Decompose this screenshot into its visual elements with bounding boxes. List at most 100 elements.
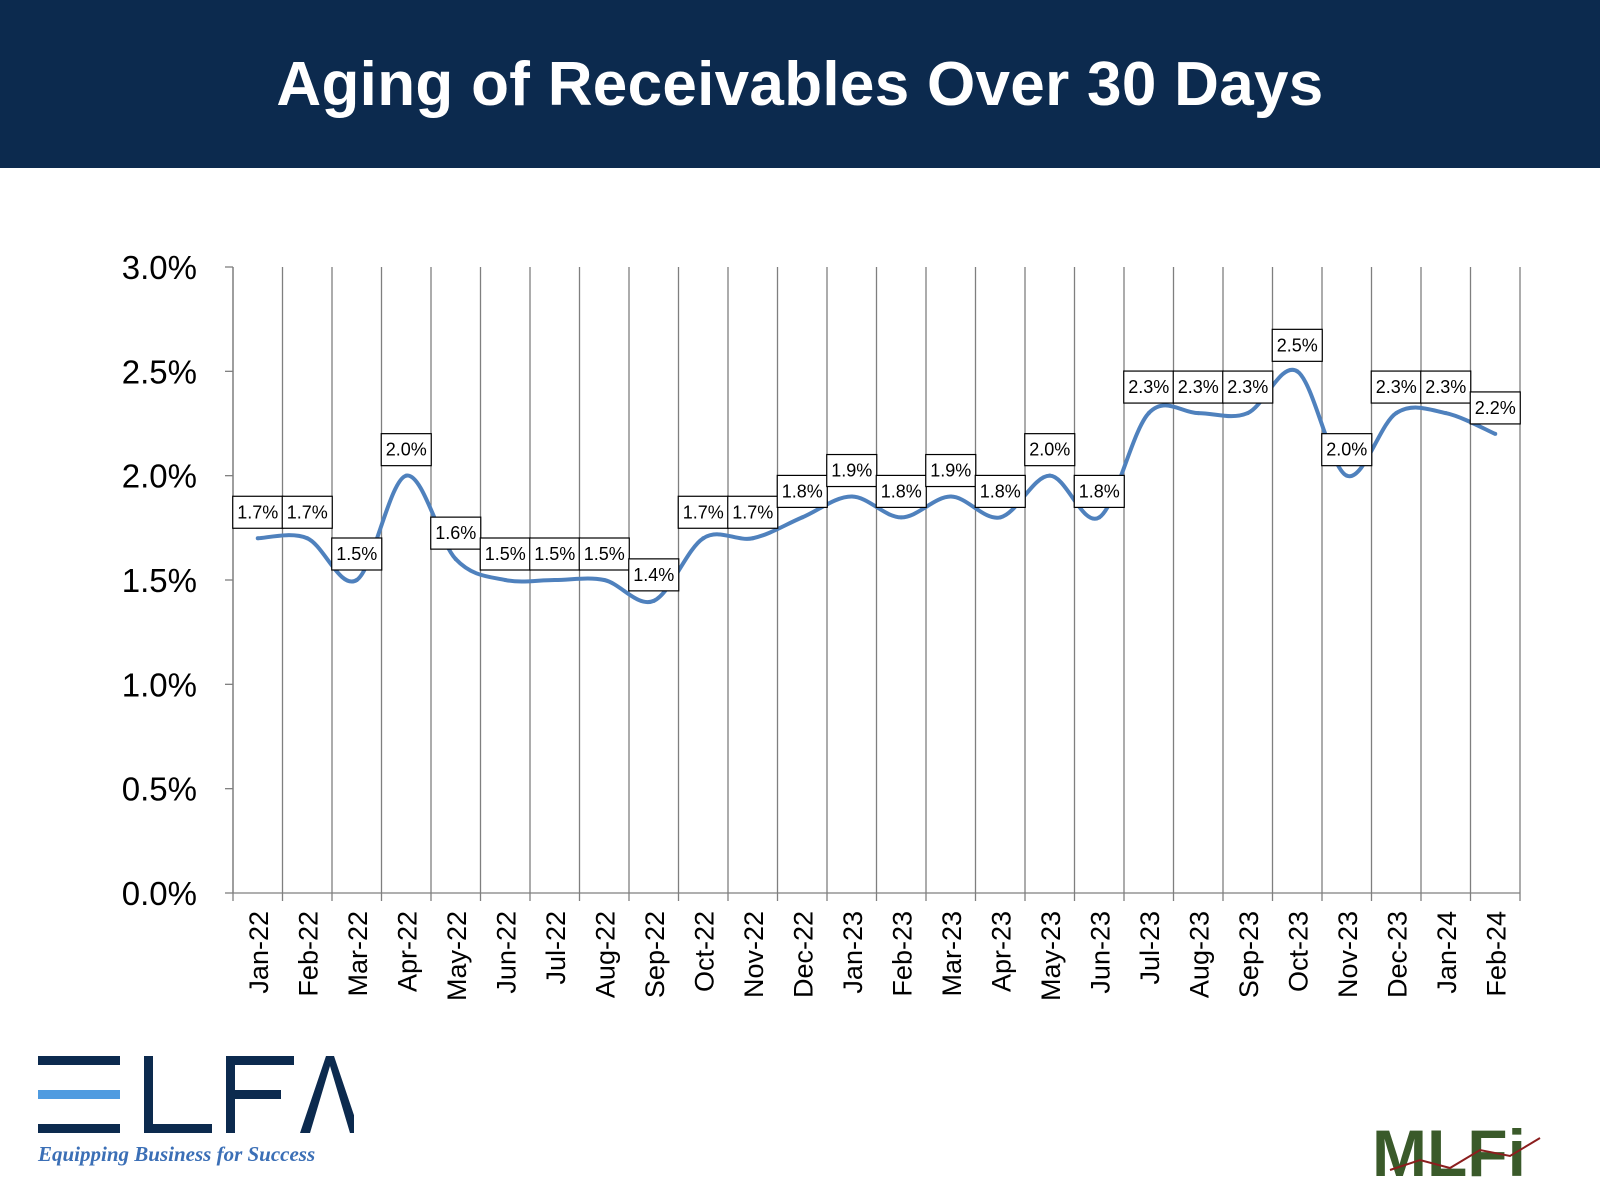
data-label: 2.0% [1326, 440, 1367, 460]
y-tick-label: 0.5% [122, 771, 197, 808]
y-tick-label: 2.0% [122, 458, 197, 495]
x-tick-label: Nov-22 [739, 911, 769, 998]
data-label-box [1321, 433, 1373, 467]
data-label-box [1271, 328, 1323, 362]
data-label-box [1172, 370, 1224, 404]
data-label-box [974, 474, 1026, 508]
data-label-box [1073, 474, 1125, 508]
data-label-box [1420, 370, 1472, 404]
data-point [750, 536, 755, 541]
data-label: 1.6% [435, 523, 476, 543]
mlfi-logo: MLFi [1372, 1120, 1541, 1182]
data-label: 2.2% [1475, 398, 1516, 418]
data-point [1047, 473, 1052, 478]
data-point [800, 515, 805, 520]
data-label-box [1024, 433, 1076, 467]
x-tick-label: Aug-22 [590, 911, 620, 998]
data-label-box [1469, 391, 1521, 425]
x-tick-label: Feb-23 [887, 911, 917, 997]
elfa-logo [38, 1056, 354, 1133]
data-point [651, 598, 656, 603]
x-tick-label: Jul-22 [541, 911, 571, 985]
data-point [552, 578, 557, 582]
data-label-box [380, 433, 432, 467]
data-point [503, 578, 508, 582]
y-tick-label: 1.5% [122, 562, 197, 599]
x-tick-label: Mar-22 [343, 911, 373, 997]
data-label: 1.9% [930, 461, 971, 481]
page-title: Aging of Receivables Over 30 Days [276, 49, 1324, 119]
data-point [1394, 411, 1399, 416]
x-tick-label: Jul-23 [1135, 911, 1165, 985]
y-tick-label: 3.0% [122, 249, 197, 286]
x-tick-label: Aug-23 [1184, 911, 1214, 998]
data-label: 1.4% [633, 565, 674, 585]
data-label: 1.7% [732, 502, 773, 522]
x-tick-label: Feb-24 [1481, 911, 1511, 997]
data-label-box [875, 474, 927, 508]
data-label: 2.3% [1376, 377, 1417, 397]
x-tick-label: May-23 [1036, 911, 1066, 1001]
data-point [1196, 411, 1201, 416]
data-point [849, 494, 854, 499]
data-point [1097, 515, 1102, 520]
data-point [1493, 431, 1498, 436]
x-tick-label: Jan-22 [244, 911, 274, 994]
data-point [305, 536, 310, 541]
y-tick-label: 1.0% [122, 666, 197, 703]
data-label-box [281, 495, 333, 529]
data-label-box [677, 495, 729, 529]
data-point [899, 515, 904, 520]
x-tick-label: Dec-22 [788, 911, 818, 998]
data-point [354, 578, 359, 582]
data-point [453, 557, 458, 562]
data-point [1295, 369, 1300, 374]
header-bar: Aging of Receivables Over 30 Days [0, 0, 1600, 168]
x-tick-label: Jan-24 [1432, 911, 1462, 994]
data-point [1344, 473, 1349, 478]
line-chart: 0.0% 0.5% 1.0% 1.5% 2.0% 2.5% 3.0% Jan-22 Feb-22… [122, 249, 1521, 1001]
data-label: 1.7% [287, 502, 328, 522]
data-label-box [776, 474, 828, 508]
data-label-box [529, 537, 581, 571]
data-label-box [232, 495, 284, 529]
x-tick-label: Jun-23 [1085, 911, 1115, 994]
data-label: 1.5% [485, 544, 526, 564]
data-point [602, 578, 607, 582]
data-point [404, 473, 409, 478]
x-tick-label: Feb-22 [293, 911, 323, 997]
data-label: 2.3% [1178, 377, 1219, 397]
data-label-box [331, 537, 383, 571]
x-tick-label: May-22 [442, 911, 472, 1001]
data-label-box [1222, 370, 1274, 404]
data-label: 1.8% [782, 481, 823, 501]
data-label-box [727, 495, 779, 529]
x-tick-label: Oct-23 [1283, 911, 1313, 992]
data-label-box [925, 453, 977, 488]
x-tick-label: Jan-23 [838, 911, 868, 994]
data-label: 2.0% [386, 440, 427, 460]
x-tick-label: Oct-22 [689, 911, 719, 992]
elfa-tagline: Equipping Business for Success [38, 1142, 316, 1166]
data-label: 1.5% [534, 544, 575, 564]
data-point [948, 494, 953, 499]
data-label: 1.9% [831, 461, 872, 481]
data-point [998, 515, 1003, 520]
data-label: 1.8% [980, 481, 1021, 501]
data-label-box [430, 516, 482, 550]
x-tick-label: Mar-23 [937, 911, 967, 997]
data-label-box [1370, 370, 1422, 404]
data-point [1146, 411, 1151, 416]
data-label: 1.8% [1079, 481, 1120, 501]
x-tick-label: Nov-23 [1333, 911, 1363, 998]
data-label: 2.3% [1128, 377, 1169, 397]
data-point [701, 536, 706, 541]
data-label-box [628, 558, 680, 592]
data-label: 2.0% [1029, 440, 1070, 460]
data-point [1245, 411, 1250, 416]
x-tick-label: Sep-23 [1234, 911, 1264, 998]
data-point [255, 536, 260, 541]
data-label: 1.7% [237, 502, 278, 522]
data-label-box [578, 537, 630, 571]
data-label: 1.5% [584, 544, 625, 564]
